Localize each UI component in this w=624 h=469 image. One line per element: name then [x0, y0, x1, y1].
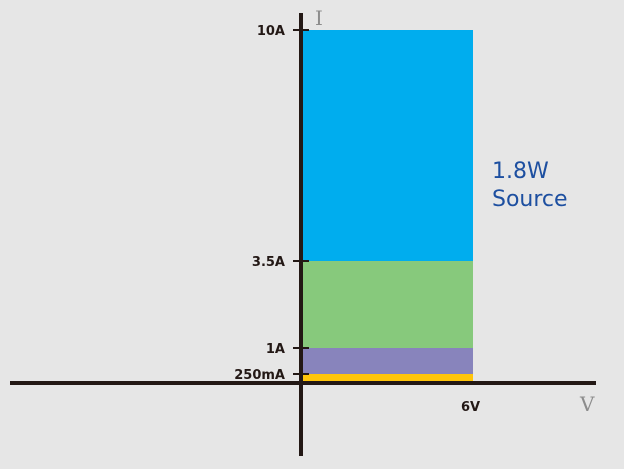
band-1A-3.5A	[303, 261, 473, 348]
y-tick-label: 10A	[257, 24, 285, 39]
annotation-line-1: 1.8W	[492, 159, 549, 184]
y-tick-label: 3.5A	[252, 255, 285, 270]
band-0-250mA	[303, 374, 473, 383]
y-axis-label: I	[315, 6, 323, 30]
y-tick-label: 1A	[266, 342, 285, 357]
band-3.5A-10A	[303, 30, 473, 261]
x-tick-6v: 6V	[461, 400, 480, 415]
band-250mA-1A	[303, 348, 473, 374]
x-axis-label: V	[579, 392, 595, 416]
annotation-line-2: Source	[492, 187, 568, 212]
y-tick-label: 250mA	[234, 368, 285, 383]
